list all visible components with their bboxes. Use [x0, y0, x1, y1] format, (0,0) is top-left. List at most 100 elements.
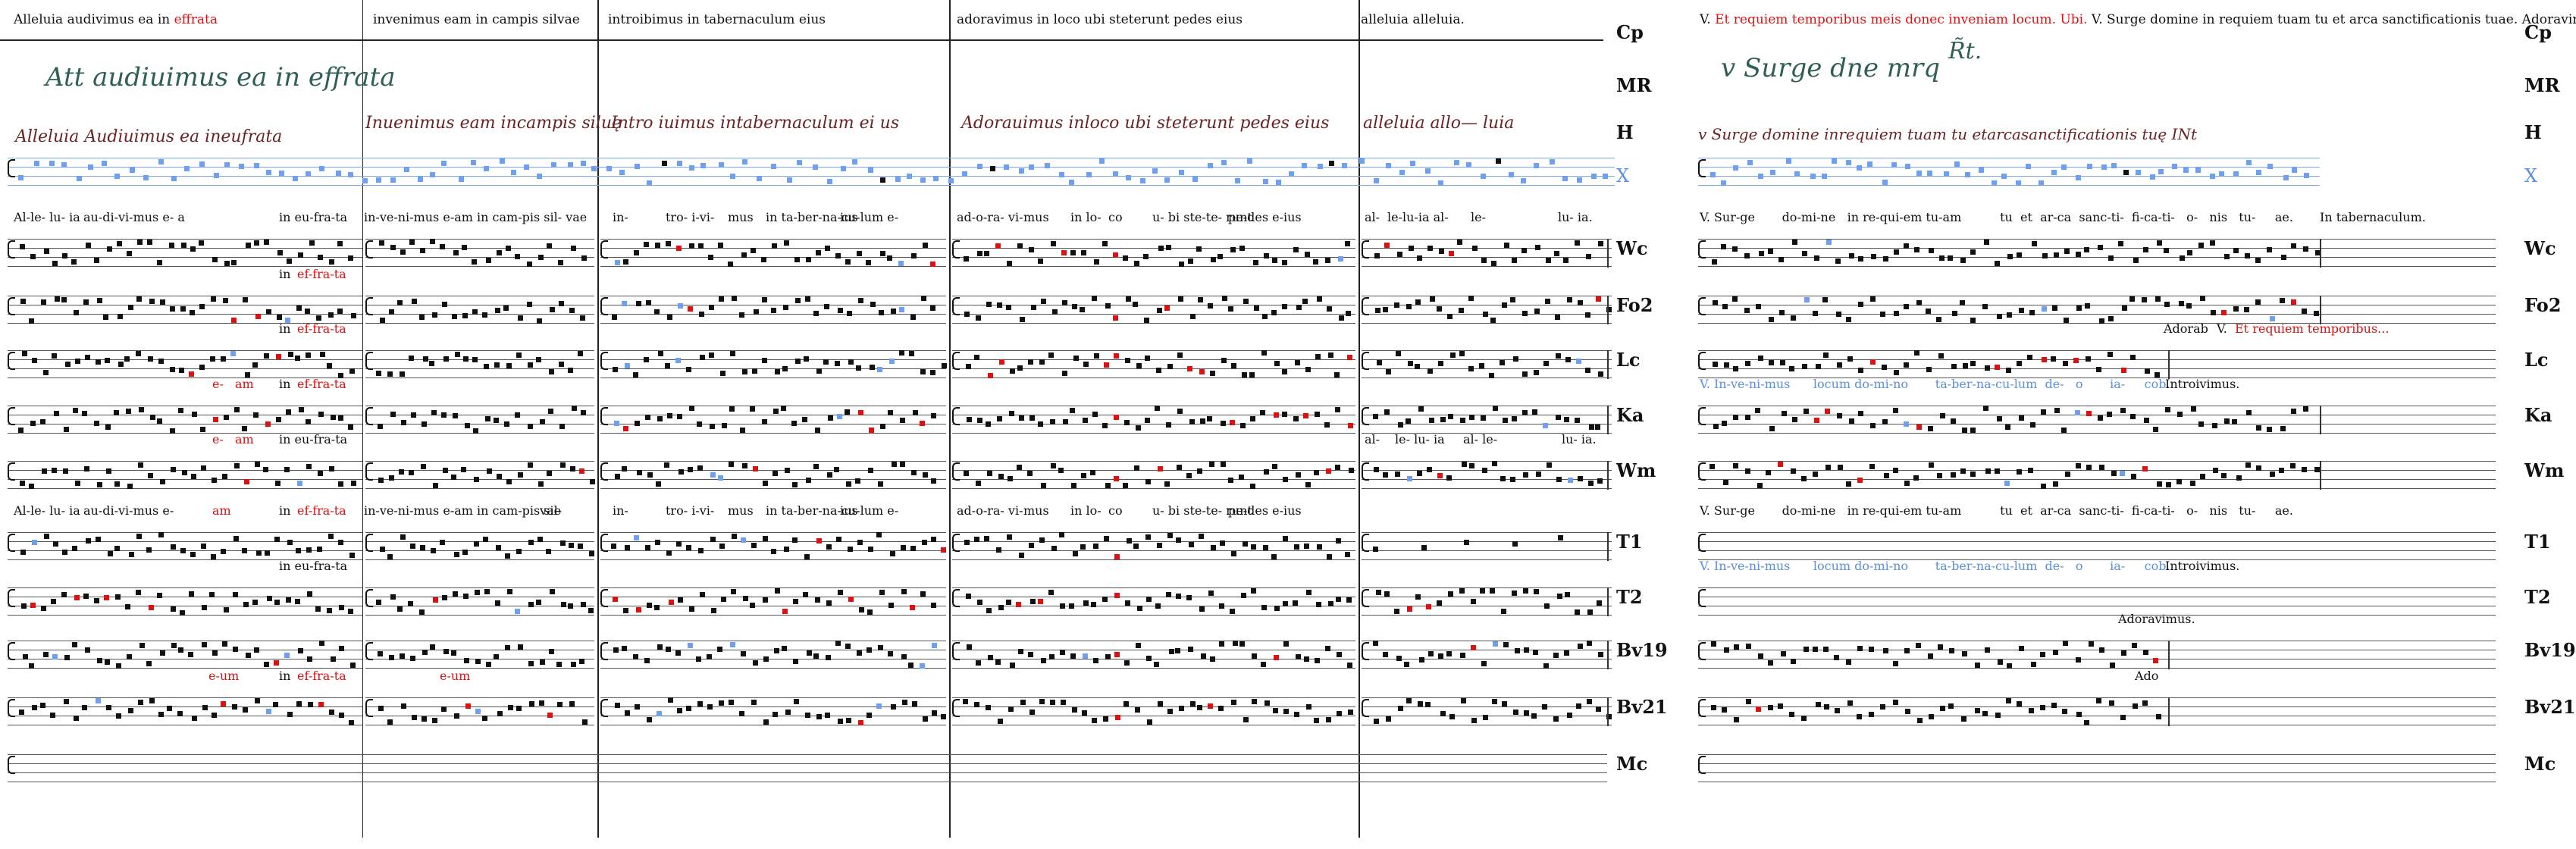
- neume-note: [1905, 164, 1911, 170]
- neume-note: [1587, 609, 1593, 615]
- neume-note: [1069, 603, 1075, 609]
- neume-note: [2142, 246, 2148, 252]
- staff-line: [8, 323, 362, 324]
- neume-note: [802, 417, 808, 423]
- staff-line: [8, 350, 362, 351]
- staff-segment: [365, 350, 594, 381]
- staff-line: [1362, 559, 1612, 560]
- neume-note: [1113, 353, 1119, 359]
- neume-note: [773, 408, 779, 414]
- neume-note: [1208, 303, 1214, 309]
- staff-segment: [8, 350, 362, 381]
- staff-empty: [1698, 532, 2496, 562]
- neume-note: [1847, 356, 1853, 362]
- neume-note: [454, 713, 460, 719]
- neume-note: [2145, 368, 2151, 374]
- neume-note: [1346, 663, 1352, 669]
- neume-note: [539, 659, 545, 665]
- neume-note: [911, 700, 917, 706]
- neume-note: [441, 595, 447, 601]
- neume-note: [2061, 709, 2067, 715]
- neume-note: [2101, 164, 2107, 171]
- staff-line: [1698, 461, 2320, 462]
- staff-empty-tail: [2320, 296, 2496, 326]
- neume-note: [2246, 160, 2252, 166]
- staff-segment: [8, 461, 362, 491]
- neume-note: [570, 662, 576, 668]
- neume-note: [646, 716, 652, 722]
- neume-note: [1114, 715, 1120, 721]
- neume-note: [252, 600, 259, 606]
- neume-note: [1913, 475, 1919, 481]
- neume-note: [1810, 173, 1816, 179]
- neume-note: [1407, 475, 1413, 481]
- clef-icon: [1698, 756, 1706, 774]
- neume-note: [824, 246, 830, 252]
- clef-icon: [952, 407, 960, 425]
- neume-note: [1102, 596, 1108, 602]
- neume-note: [51, 468, 57, 474]
- staff-segment: [1698, 461, 2321, 491]
- neume-note: [794, 257, 801, 263]
- neume-note: [129, 167, 135, 173]
- neume-note: [287, 352, 293, 358]
- neume-note: [170, 467, 176, 473]
- row-label-ka: Ka: [1616, 404, 1644, 426]
- neume-note: [1543, 663, 1549, 669]
- neume-note: [2179, 255, 2185, 261]
- neume-note: [39, 419, 45, 425]
- staff-line: [8, 763, 1607, 764]
- neume-note: [1062, 371, 1068, 377]
- neume-note: [1264, 700, 1270, 706]
- neume-note: [318, 641, 324, 647]
- neume-note: [1114, 592, 1120, 598]
- neume-note: [1733, 165, 1739, 171]
- neume-note: [1845, 159, 1851, 165]
- neume-note: [1251, 653, 1257, 659]
- staff-bar: [2320, 406, 2321, 434]
- neume-note: [753, 660, 759, 666]
- neume-note: [462, 549, 468, 555]
- neume-note: [2018, 307, 2024, 313]
- neume-note: [1217, 253, 1224, 259]
- staff-line: [1362, 239, 1612, 240]
- neume-note: [665, 241, 671, 247]
- neume-note: [411, 412, 417, 418]
- neume-note: [409, 240, 415, 246]
- neume-note: [990, 165, 996, 171]
- neume-note: [964, 311, 970, 317]
- neume-note: [2084, 247, 2090, 252]
- neume-note: [1606, 714, 1612, 720]
- neume-note: [330, 656, 336, 663]
- neume-note: [1523, 647, 1529, 653]
- neume-note: [1154, 662, 1160, 668]
- neume-note: [709, 424, 715, 430]
- staff-line: [952, 615, 1355, 616]
- neume-note: [451, 475, 457, 481]
- neume-note: [772, 243, 778, 249]
- neume-note: [1386, 163, 1392, 169]
- staff-line: [1362, 541, 1612, 542]
- neume-note: [82, 410, 88, 416]
- neume-note: [430, 644, 436, 650]
- neume-note: [1724, 362, 1730, 368]
- neume-note: [625, 363, 631, 369]
- neume-note: [835, 536, 841, 542]
- staff-line: [1698, 615, 2496, 616]
- neume-note: [1837, 465, 1843, 471]
- neume-note: [1316, 296, 1322, 302]
- neume-note: [1927, 653, 1933, 659]
- neume-note: [1788, 365, 1794, 371]
- neume-note: [1177, 408, 1183, 414]
- neume-note: [139, 643, 145, 649]
- lyric-syllable: lu- ia.: [1558, 210, 1593, 224]
- neume-note: [253, 647, 259, 653]
- neume-note: [2255, 169, 2261, 175]
- neume-note: [910, 253, 917, 259]
- neume-note: [1408, 361, 1414, 367]
- lyric-syllable: in-ve-ni-mus e-am in cam-pis sil-: [364, 503, 563, 518]
- neume-note: [741, 369, 747, 375]
- neume-note: [1524, 710, 1530, 716]
- neume-note: [1123, 701, 1129, 707]
- neume-note: [1984, 647, 1990, 653]
